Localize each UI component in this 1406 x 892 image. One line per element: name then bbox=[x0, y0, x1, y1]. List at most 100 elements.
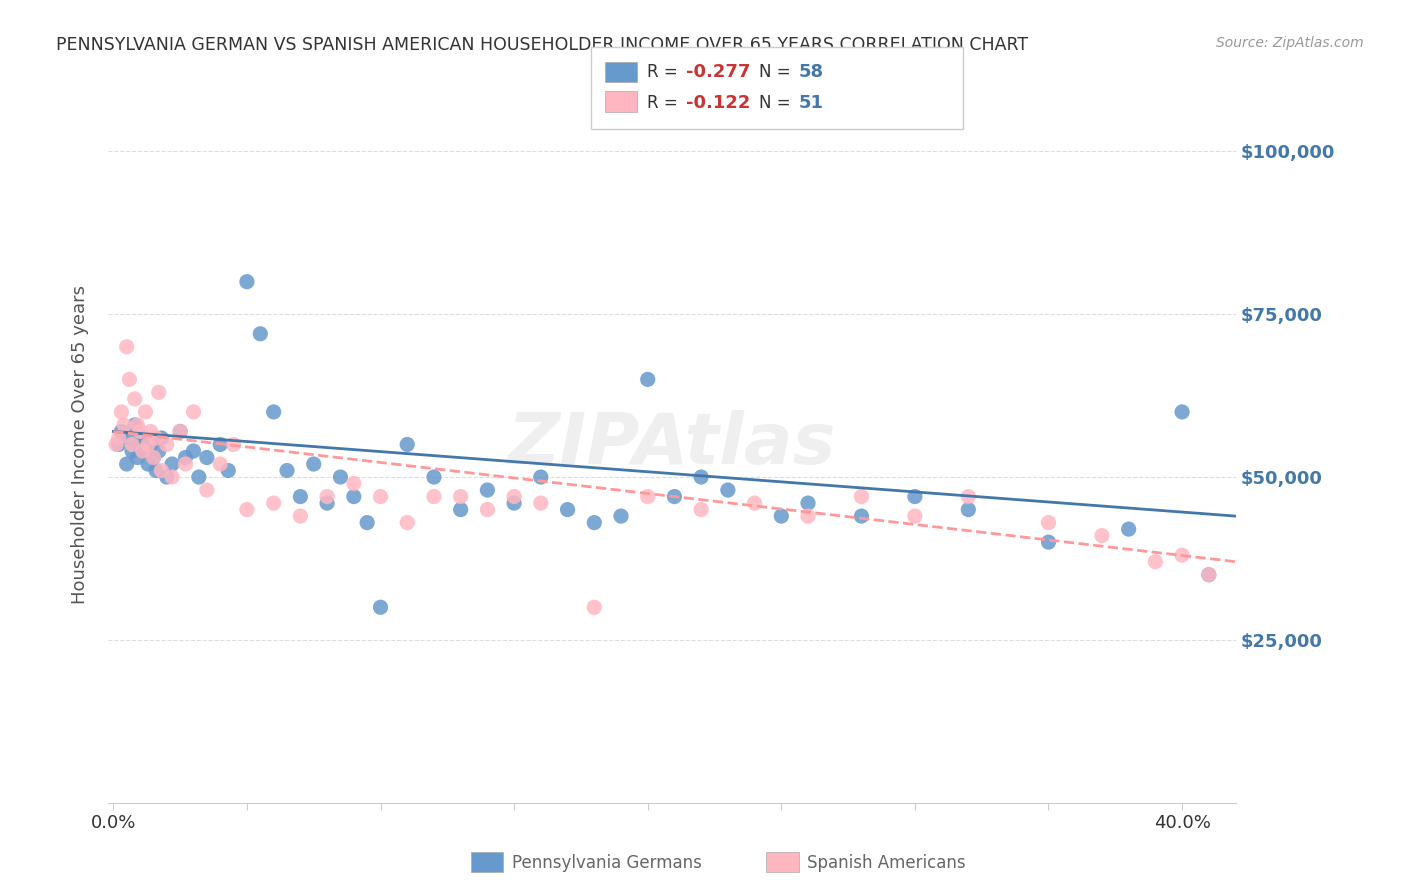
Point bbox=[127, 417, 149, 432]
Point bbox=[121, 444, 143, 458]
Point bbox=[150, 463, 173, 477]
Point bbox=[110, 425, 132, 439]
Point bbox=[139, 437, 162, 451]
Point bbox=[129, 437, 152, 451]
Point bbox=[236, 275, 259, 289]
Point bbox=[118, 372, 141, 386]
Point bbox=[132, 431, 155, 445]
Point bbox=[530, 496, 553, 510]
Point bbox=[124, 417, 146, 432]
Point bbox=[316, 490, 339, 504]
Point bbox=[115, 457, 138, 471]
Text: N =: N = bbox=[759, 63, 796, 81]
Point bbox=[222, 437, 245, 451]
Point bbox=[132, 444, 155, 458]
Point bbox=[851, 509, 873, 524]
Point bbox=[142, 450, 165, 465]
Point bbox=[343, 476, 366, 491]
Point bbox=[134, 444, 156, 458]
Text: R =: R = bbox=[647, 94, 683, 112]
Point bbox=[477, 483, 499, 497]
Point bbox=[396, 516, 419, 530]
Point bbox=[121, 437, 143, 451]
Point bbox=[236, 502, 259, 516]
Point bbox=[1118, 522, 1140, 536]
Point bbox=[1038, 516, 1060, 530]
Point bbox=[118, 431, 141, 445]
Text: PENNSYLVANIA GERMAN VS SPANISH AMERICAN HOUSEHOLDER INCOME OVER 65 YEARS CORRELA: PENNSYLVANIA GERMAN VS SPANISH AMERICAN … bbox=[56, 36, 1028, 54]
Point bbox=[276, 463, 298, 477]
Point bbox=[139, 425, 162, 439]
Point bbox=[717, 483, 740, 497]
Point bbox=[107, 437, 129, 451]
Point bbox=[156, 470, 179, 484]
Point bbox=[174, 457, 197, 471]
Point bbox=[174, 450, 197, 465]
Point bbox=[148, 385, 170, 400]
Point bbox=[1171, 405, 1194, 419]
Text: 58: 58 bbox=[799, 63, 824, 81]
Point bbox=[423, 470, 446, 484]
Point bbox=[477, 502, 499, 516]
Point bbox=[187, 470, 209, 484]
Point bbox=[770, 509, 793, 524]
Point bbox=[169, 425, 191, 439]
Point bbox=[148, 444, 170, 458]
Point bbox=[136, 457, 159, 471]
Point bbox=[150, 431, 173, 445]
Point bbox=[343, 490, 366, 504]
Point bbox=[263, 405, 285, 419]
Point bbox=[957, 490, 980, 504]
Text: Spanish Americans: Spanish Americans bbox=[807, 854, 966, 871]
Point bbox=[136, 437, 159, 451]
Point bbox=[329, 470, 352, 484]
Point bbox=[1198, 567, 1220, 582]
Point bbox=[370, 600, 392, 615]
Point bbox=[105, 437, 128, 451]
Text: Pennsylvania Germans: Pennsylvania Germans bbox=[512, 854, 702, 871]
Point bbox=[145, 463, 167, 477]
Point bbox=[127, 450, 149, 465]
Point bbox=[664, 490, 686, 504]
Point bbox=[124, 392, 146, 406]
Point bbox=[112, 417, 135, 432]
Point bbox=[583, 516, 606, 530]
Point bbox=[904, 509, 927, 524]
Point bbox=[450, 490, 472, 504]
Point bbox=[183, 405, 205, 419]
Point bbox=[396, 437, 419, 451]
Point bbox=[115, 340, 138, 354]
Point bbox=[302, 457, 325, 471]
Point bbox=[503, 490, 526, 504]
Text: R =: R = bbox=[647, 63, 683, 81]
Point bbox=[169, 425, 191, 439]
Point bbox=[110, 405, 132, 419]
Point bbox=[160, 457, 183, 471]
Point bbox=[129, 425, 152, 439]
Point bbox=[851, 490, 873, 504]
Point bbox=[1038, 535, 1060, 549]
Point bbox=[557, 502, 579, 516]
Point bbox=[1144, 555, 1167, 569]
Point bbox=[160, 470, 183, 484]
Point bbox=[195, 450, 218, 465]
Point bbox=[134, 405, 156, 419]
Point bbox=[690, 502, 713, 516]
Point bbox=[217, 463, 239, 477]
Point bbox=[637, 372, 659, 386]
Point bbox=[904, 490, 927, 504]
Text: 51: 51 bbox=[799, 94, 824, 112]
Point bbox=[249, 326, 271, 341]
Point bbox=[530, 470, 553, 484]
Point bbox=[263, 496, 285, 510]
Point bbox=[156, 437, 179, 451]
Point bbox=[690, 470, 713, 484]
Point bbox=[290, 509, 312, 524]
Text: Source: ZipAtlas.com: Source: ZipAtlas.com bbox=[1216, 36, 1364, 50]
Point bbox=[1171, 548, 1194, 562]
Point bbox=[744, 496, 766, 510]
Point bbox=[209, 457, 232, 471]
Point bbox=[183, 444, 205, 458]
Point bbox=[423, 490, 446, 504]
Point bbox=[145, 431, 167, 445]
